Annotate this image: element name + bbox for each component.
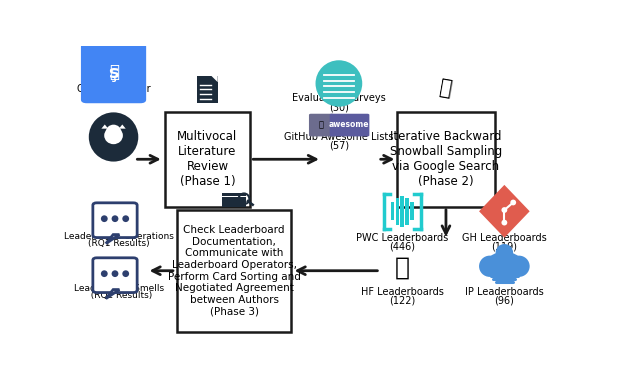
Text: (96): (96) [494, 295, 514, 305]
Polygon shape [106, 235, 119, 244]
Polygon shape [479, 185, 529, 238]
FancyBboxPatch shape [485, 266, 524, 274]
FancyBboxPatch shape [309, 114, 334, 136]
FancyBboxPatch shape [398, 112, 495, 207]
Text: GitHub: GitHub [97, 147, 131, 157]
Text: (446): (446) [389, 242, 415, 252]
Text: HF Leaderboards: HF Leaderboards [360, 286, 443, 296]
Ellipse shape [101, 215, 108, 222]
Text: (119): (119) [491, 242, 517, 252]
FancyBboxPatch shape [391, 202, 394, 220]
Polygon shape [119, 125, 126, 129]
FancyBboxPatch shape [93, 203, 137, 237]
Ellipse shape [122, 270, 129, 277]
Text: Leaderboard Smells: Leaderboard Smells [74, 284, 164, 293]
Text: Iterative Backward
Snowball Sampling
via Google Search
(Phase 2): Iterative Backward Snowball Sampling via… [390, 130, 502, 188]
Polygon shape [212, 76, 218, 82]
FancyBboxPatch shape [165, 112, 250, 207]
Text: IP Leaderboards: IP Leaderboards [465, 286, 544, 296]
FancyBboxPatch shape [396, 198, 399, 225]
Ellipse shape [104, 127, 123, 144]
Ellipse shape [315, 60, 362, 107]
Ellipse shape [90, 114, 137, 160]
Text: Google Scholar: Google Scholar [77, 85, 150, 95]
Text: awesome: awesome [329, 120, 369, 129]
Text: Check Leaderboard
Documentation,
Communicate with
Leaderboard Operators,
Perform: Check Leaderboard Documentation, Communi… [168, 225, 301, 316]
Ellipse shape [101, 270, 108, 277]
Text: PWC Leaderboards: PWC Leaderboards [356, 233, 448, 243]
Text: (30): (30) [329, 102, 349, 112]
Text: Multivocal
Literature
Review
(Phase 1): Multivocal Literature Review (Phase 1) [177, 130, 237, 188]
Text: (57): (57) [329, 141, 349, 151]
Text: Evaluation Surveys: Evaluation Surveys [292, 93, 386, 103]
Ellipse shape [495, 244, 513, 261]
Text: 🤗: 🤗 [394, 256, 409, 280]
FancyBboxPatch shape [93, 258, 137, 293]
Polygon shape [106, 290, 119, 298]
Ellipse shape [112, 215, 119, 222]
Ellipse shape [106, 125, 121, 139]
Ellipse shape [511, 200, 516, 205]
Ellipse shape [508, 256, 529, 277]
Text: (122): (122) [389, 295, 415, 305]
Text: (RQ2 Results): (RQ2 Results) [85, 291, 153, 300]
FancyBboxPatch shape [401, 196, 404, 227]
Text: (RQ1 Results): (RQ1 Results) [88, 239, 149, 249]
Ellipse shape [501, 207, 507, 213]
FancyBboxPatch shape [222, 193, 246, 196]
FancyBboxPatch shape [222, 200, 246, 204]
Text: ş: ş [108, 64, 119, 82]
Text: 🔨: 🔨 [438, 78, 454, 100]
Ellipse shape [112, 270, 119, 277]
Ellipse shape [485, 252, 524, 281]
Text: GH Leaderboards: GH Leaderboards [462, 233, 547, 243]
Text: GitHub Awesome Lists: GitHub Awesome Lists [284, 132, 394, 142]
Text: 𝐆: 𝐆 [109, 63, 119, 81]
Text: 🕶: 🕶 [319, 120, 324, 129]
Ellipse shape [122, 215, 129, 222]
FancyBboxPatch shape [81, 43, 146, 103]
Ellipse shape [479, 256, 501, 277]
FancyBboxPatch shape [330, 114, 369, 136]
Ellipse shape [501, 220, 507, 225]
Polygon shape [113, 290, 120, 291]
FancyBboxPatch shape [410, 202, 414, 220]
FancyBboxPatch shape [177, 210, 291, 332]
Text: Leaderboard Operations: Leaderboard Operations [64, 232, 174, 241]
FancyBboxPatch shape [197, 76, 218, 103]
Polygon shape [101, 125, 108, 129]
FancyBboxPatch shape [405, 198, 409, 225]
FancyBboxPatch shape [222, 204, 246, 207]
FancyBboxPatch shape [222, 197, 246, 200]
